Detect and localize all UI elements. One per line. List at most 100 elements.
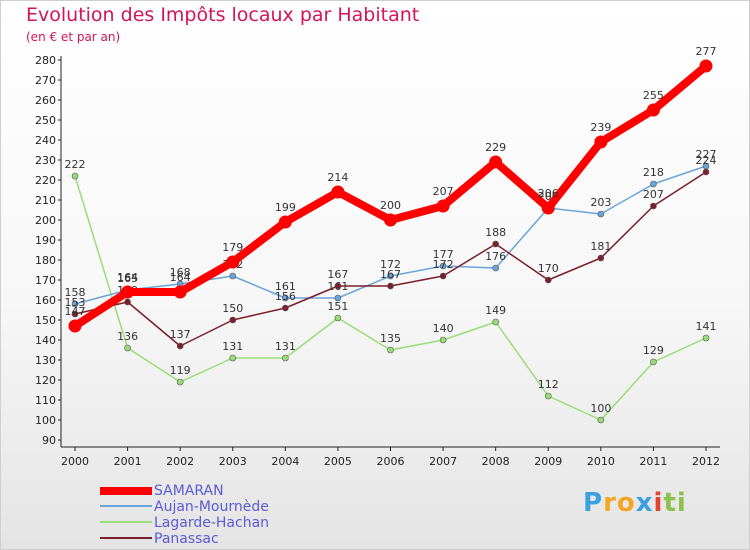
logo-letter: x [635, 488, 654, 518]
data-label: 136 [117, 330, 138, 343]
data-label: 177 [433, 248, 454, 261]
y-tick-label: 280 [35, 54, 56, 67]
x-tick-label: 2001 [114, 455, 142, 468]
data-label: 141 [696, 320, 717, 333]
data-label: 153 [65, 296, 86, 309]
data-point [436, 199, 450, 213]
data-label: 137 [170, 328, 191, 341]
data-label: 164 [117, 271, 138, 284]
data-label: 227 [696, 148, 717, 161]
y-tick-label: 260 [35, 94, 56, 107]
y-tick-label: 150 [35, 314, 56, 327]
data-point [650, 358, 657, 366]
data-label: 255 [643, 89, 664, 102]
y-tick-label: 110 [35, 394, 56, 407]
data-label: 150 [222, 302, 243, 315]
x-tick-label: 2005 [324, 455, 352, 468]
data-label: 165 [117, 272, 138, 285]
data-point [646, 103, 660, 117]
data-point [597, 254, 605, 262]
data-label: 188 [485, 226, 506, 239]
data-label: 167 [380, 268, 401, 281]
y-tick-label: 270 [35, 74, 56, 87]
data-label: 214 [327, 171, 348, 184]
x-tick-label: 2011 [639, 455, 667, 468]
data-point [492, 318, 499, 326]
data-label: 149 [485, 304, 506, 317]
data-label: 218 [643, 166, 664, 179]
data-point [331, 185, 345, 199]
data-label: 199 [275, 201, 296, 214]
x-tick-label: 2012 [692, 455, 720, 468]
data-label: 176 [485, 250, 506, 263]
x-tick-label: 2006 [377, 455, 405, 468]
data-label: 200 [380, 199, 401, 212]
data-point [229, 316, 237, 324]
data-point [489, 155, 503, 169]
data-point [229, 354, 237, 362]
data-point [541, 201, 555, 215]
data-label: 222 [65, 158, 86, 171]
data-point [594, 135, 608, 149]
x-tick-label: 2010 [587, 455, 615, 468]
data-label: 206 [538, 187, 559, 200]
data-label: 135 [380, 332, 401, 345]
y-tick-label: 220 [35, 174, 56, 187]
y-tick-label: 240 [35, 134, 56, 147]
data-point [702, 334, 710, 342]
data-point [492, 240, 499, 248]
data-point [71, 300, 79, 308]
legend-label: Aujan-Mournède [154, 499, 269, 515]
logo-letter: t [663, 488, 677, 518]
y-tick-label: 100 [35, 414, 56, 427]
y-tick-label: 160 [35, 294, 56, 307]
data-label: 131 [222, 340, 243, 353]
y-tick-label: 140 [35, 334, 56, 347]
data-label: 129 [643, 344, 664, 357]
data-label: 203 [590, 196, 611, 209]
data-point [173, 285, 187, 299]
data-point [384, 213, 397, 227]
data-point [229, 272, 237, 280]
y-tick-label: 250 [35, 114, 56, 127]
data-label: 179 [222, 241, 243, 254]
data-label: 112 [538, 378, 559, 391]
data-label: 158 [65, 286, 86, 299]
data-point [650, 202, 657, 210]
data-point [176, 378, 184, 386]
logo-letter: o [616, 488, 636, 518]
data-label: 172 [433, 258, 454, 271]
data-label: 229 [485, 141, 506, 154]
data-point [439, 272, 447, 280]
data-point [124, 344, 131, 352]
data-point [439, 336, 447, 344]
y-tick-label: 120 [35, 374, 56, 387]
data-point [702, 168, 710, 176]
data-label: 119 [170, 364, 191, 377]
y-tick-label: 230 [35, 154, 56, 167]
data-point [282, 354, 289, 362]
proxiti-logo: Proxiti [583, 488, 687, 518]
data-label: 207 [433, 185, 454, 198]
x-tick-label: 2004 [271, 455, 299, 468]
data-point [124, 298, 131, 306]
data-point [492, 264, 499, 272]
data-label: 168 [170, 266, 191, 279]
y-tick-label: 180 [35, 254, 56, 267]
chart-title: Evolution des Impôts locaux par Habitant [26, 4, 420, 26]
x-tick-label: 2000 [61, 455, 89, 468]
data-label: 170 [538, 262, 559, 275]
logo-letter: P [583, 488, 604, 518]
data-label: 239 [590, 121, 611, 134]
data-label: 164 [170, 271, 191, 284]
data-point [387, 272, 394, 280]
data-point [334, 314, 342, 322]
data-point [387, 346, 394, 354]
data-point [597, 416, 605, 424]
data-point [597, 210, 605, 218]
data-point [544, 392, 552, 400]
legend-label: SAMARAN [154, 483, 224, 499]
data-point [121, 285, 135, 299]
data-label: 161 [275, 280, 296, 293]
